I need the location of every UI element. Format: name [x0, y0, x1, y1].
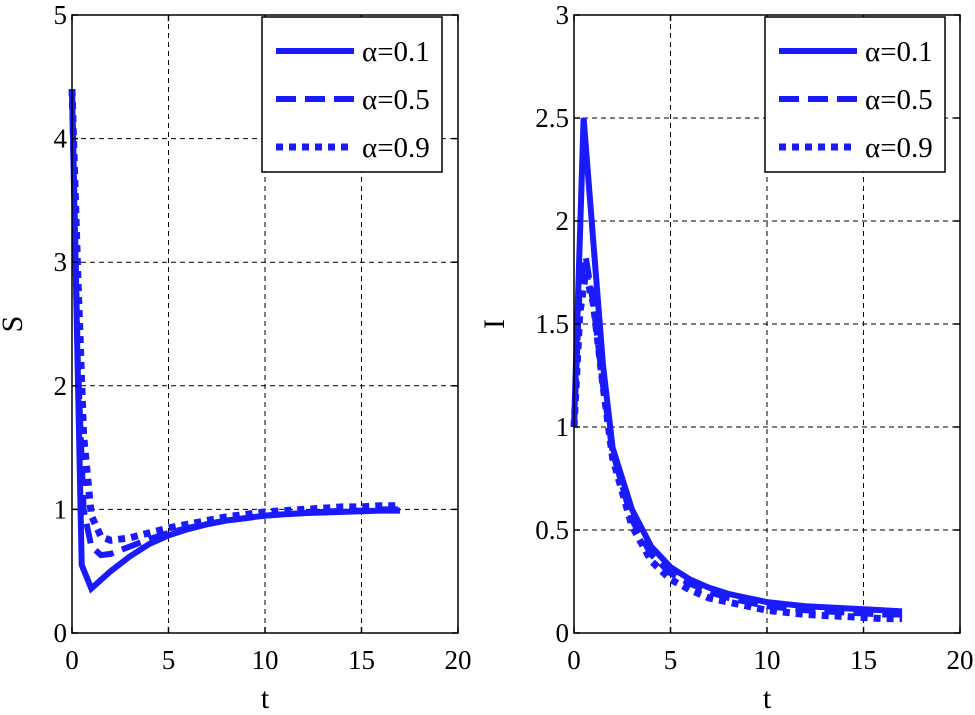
x-tick-label: 15 [348, 645, 375, 675]
y-tick-label: 2 [556, 206, 570, 236]
legend: α=0.1 α=0.5 α=0.9 [764, 16, 946, 173]
y-tick-label: 4 [54, 124, 68, 154]
y-tick-label: 1.5 [535, 309, 569, 339]
y-axis-label: S [0, 316, 29, 333]
y-tick-label: 0.5 [535, 515, 569, 545]
x-tick-label: 0 [65, 645, 79, 675]
series-line-dotted [68, 89, 401, 544]
chart-panel-s: 0 5 10 15 20 0 1 2 3 4 5 t Sα=0.1 α=0.5 α=0.9 [0, 0, 472, 715]
legend-entry-label: α=0.1 [865, 36, 933, 68]
legend: α=0.1 α=0.5 α=0.9 [261, 16, 443, 173]
y-tick-label: 2 [54, 371, 68, 401]
legend-entry-label: α=0.1 [362, 36, 430, 68]
x-tick-label: 15 [850, 645, 877, 675]
x-tick-label: 0 [567, 645, 581, 675]
y-tick-label: 5 [54, 0, 68, 30]
series-line-dashed [69, 89, 401, 559]
y-axis-label: I [478, 319, 511, 329]
legend-entry-label: α=0.9 [865, 132, 933, 164]
x-tick-label: 10 [252, 645, 279, 675]
x-tick-label: 5 [162, 645, 176, 675]
legend-entry-label: α=0.5 [362, 84, 430, 116]
series-line-solid [69, 89, 401, 594]
y-tick-label: 0 [54, 618, 68, 648]
y-tick-label: 3 [556, 0, 570, 30]
x-tick-label: 10 [754, 645, 781, 675]
series-line-dotted [570, 271, 903, 623]
y-tick-label: 2.5 [535, 103, 569, 133]
legend-entry-label: α=0.5 [865, 84, 933, 116]
y-tick-label: 0 [556, 618, 570, 648]
y-tick-label: 3 [54, 247, 68, 277]
legend-entry-label: α=0.9 [362, 132, 430, 164]
x-tick-label: 5 [664, 645, 678, 675]
x-axis-label: t [763, 682, 772, 715]
x-tick-label: 20 [445, 645, 472, 675]
x-axis-label: t [261, 682, 270, 715]
y-tick-label: 1 [556, 412, 570, 442]
x-tick-label: 20 [947, 645, 974, 675]
y-tick-label: 1 [54, 494, 68, 524]
chart-panel-i: 0 5 10 15 20 0 0.5 1 1.5 2 2.5 3 t Iα=0.1 α=0.5 α=0.9 [478, 0, 974, 715]
